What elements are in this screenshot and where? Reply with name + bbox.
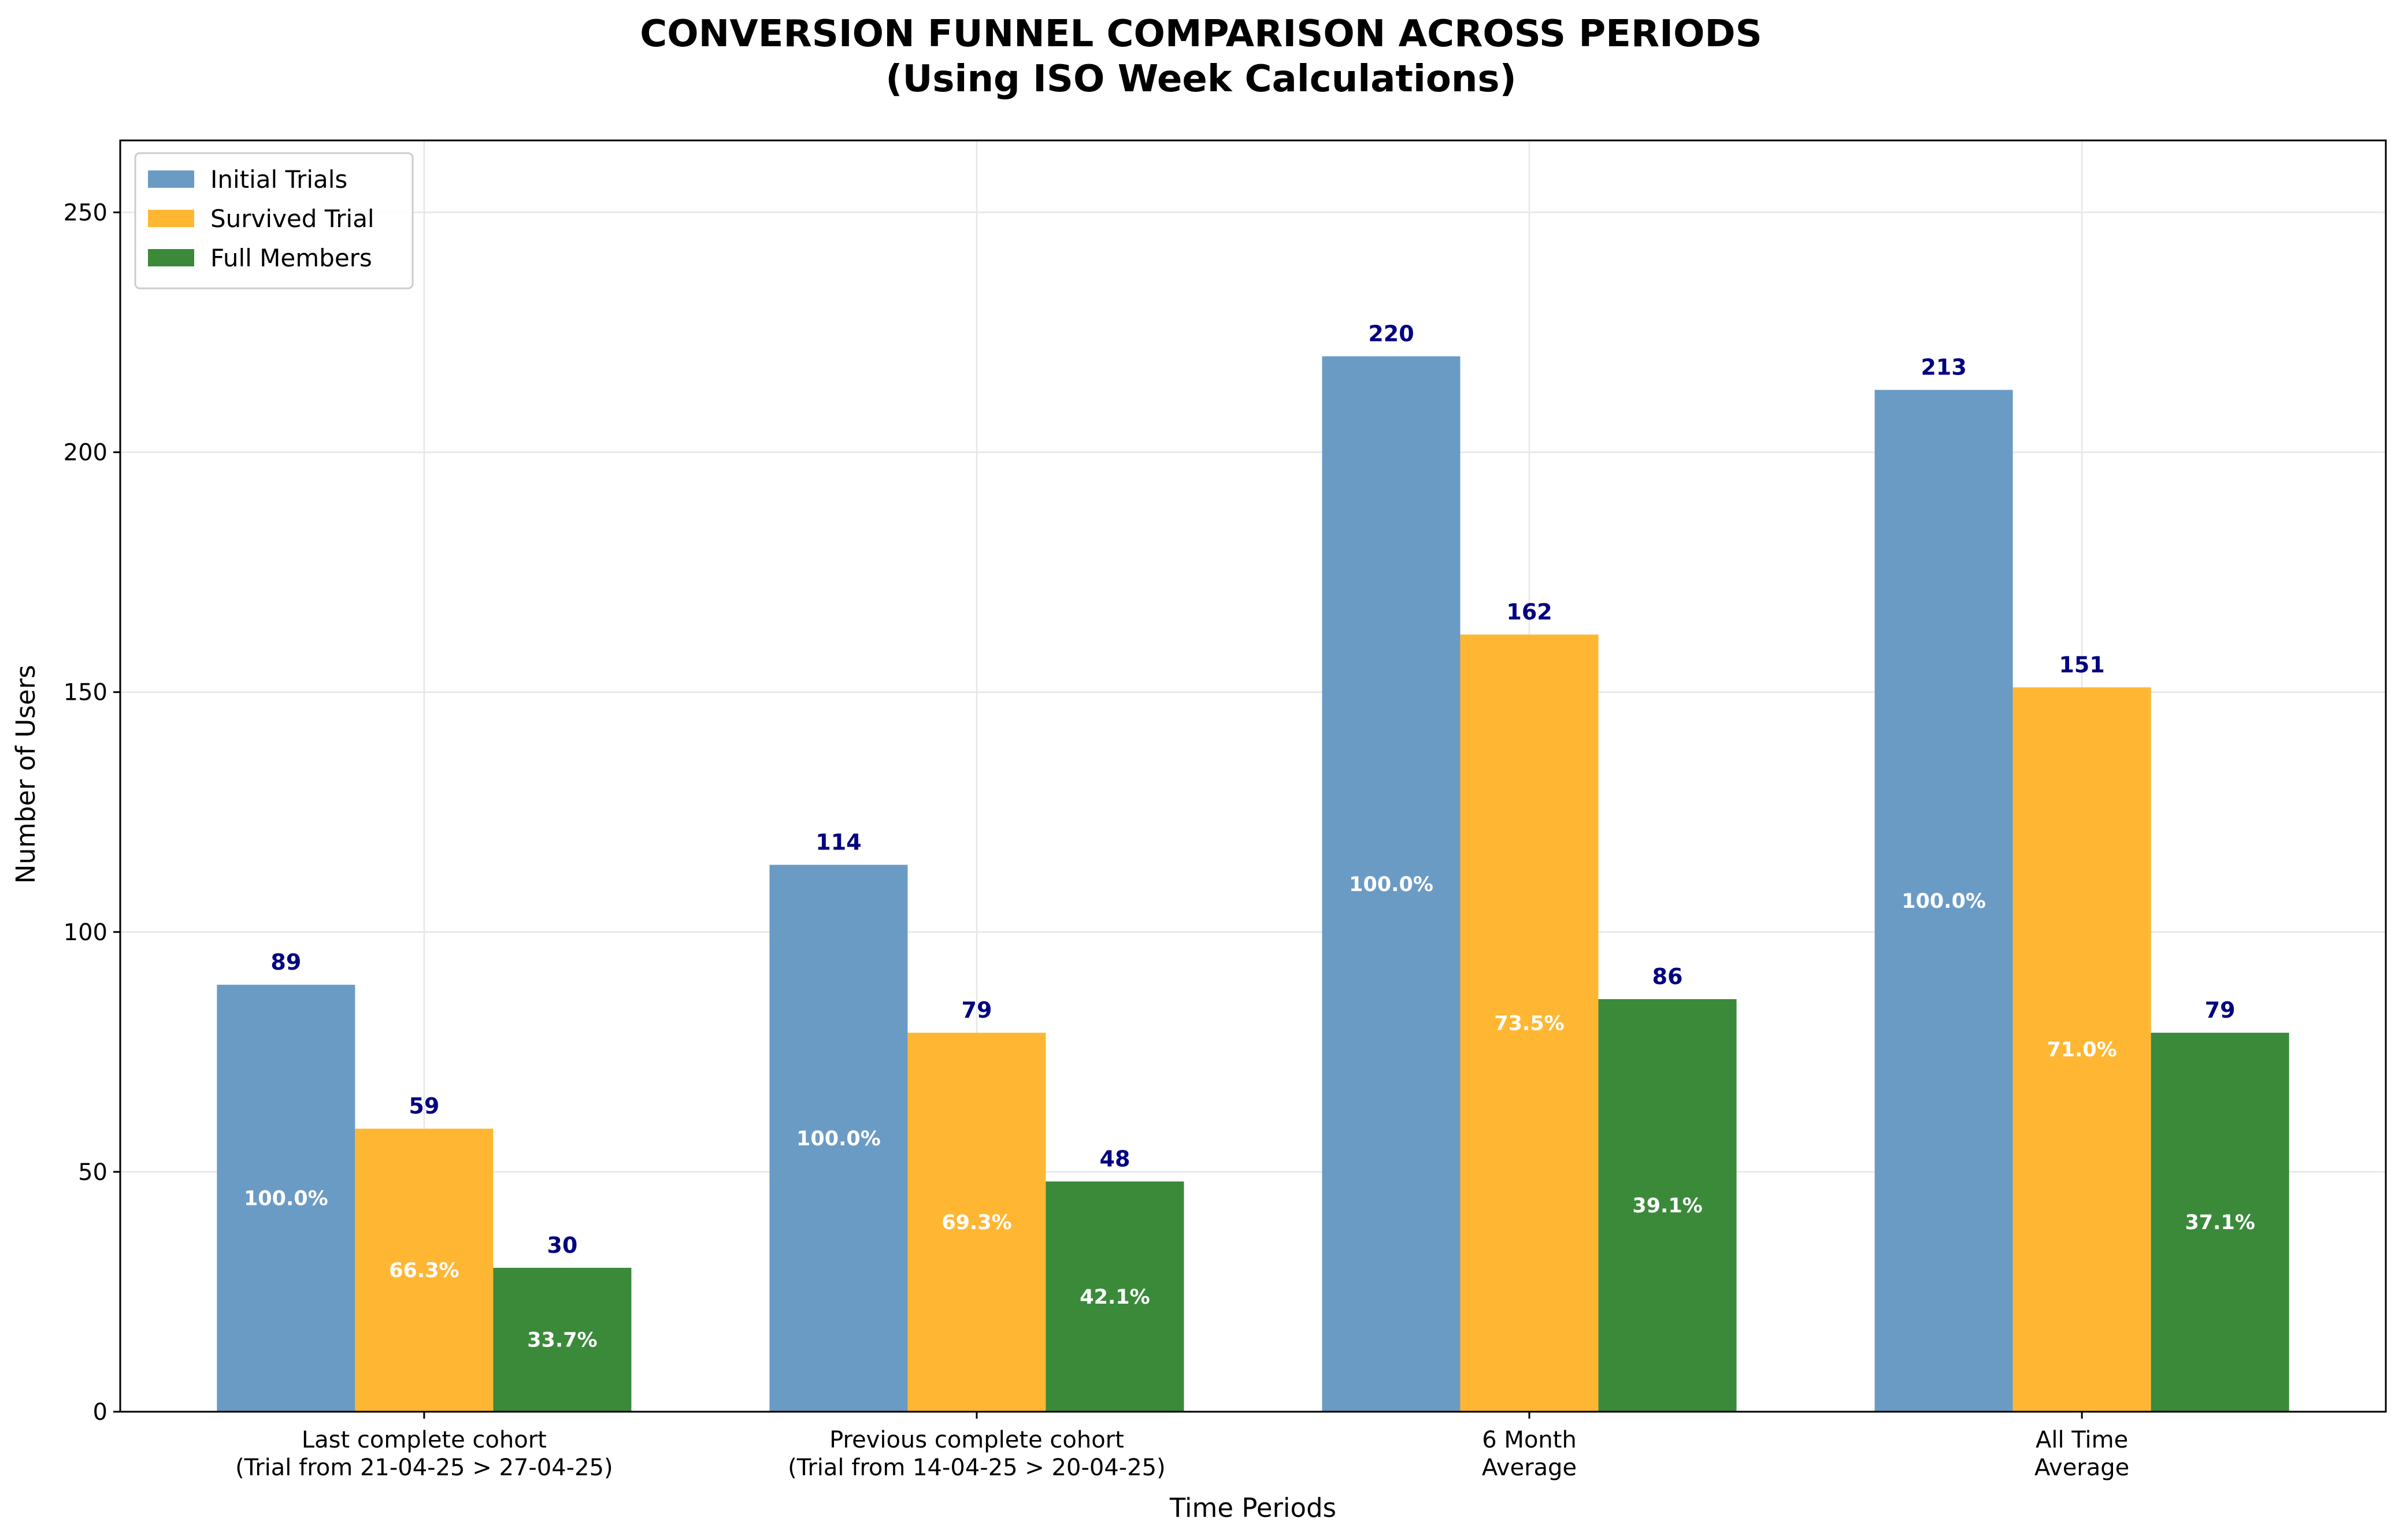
y-tick-label: 150 (64, 680, 108, 706)
legend-swatch (148, 170, 194, 188)
y-tick-label: 0 (93, 1399, 108, 1426)
x-tick-label: (Trial from 21-04-25 > 27-04-25) (235, 1454, 613, 1481)
bar-value-label: 79 (962, 997, 992, 1023)
chart-title-line2: (Using ISO Week Calculations) (885, 58, 1517, 101)
y-tick-label: 100 (64, 919, 108, 946)
legend-swatch (148, 210, 194, 227)
bars (217, 356, 2289, 1412)
bar-percent-label: 100.0% (1901, 890, 1986, 913)
y-tick-label: 250 (64, 200, 108, 227)
bar-percent-label: 100.0% (244, 1188, 328, 1211)
bar-value-label: 213 (1921, 355, 1966, 380)
bar (1874, 389, 2013, 1412)
x-tick-label: (Trial from 14-04-25 > 20-04-25) (788, 1454, 1166, 1481)
bar-value-label: 114 (816, 830, 861, 855)
y-tick-label: 200 (64, 440, 108, 466)
x-tick-label: All Time (2036, 1427, 2128, 1453)
bar (907, 1033, 1046, 1412)
bar-percent-label: 66.3% (389, 1259, 459, 1282)
bar (1598, 999, 1737, 1412)
y-axis-label: Number of Users (10, 665, 41, 884)
bar-value-label: 89 (270, 949, 301, 975)
x-tick-label: Average (2034, 1454, 2129, 1481)
plot-frame (119, 139, 2387, 1413)
bar-percent-label: 39.1% (1632, 1194, 1702, 1218)
chart-title-line1: CONVERSION FUNNEL COMPARISON ACROSS PERI… (640, 13, 1762, 55)
legend-label: Full Members (210, 244, 372, 272)
bar (1046, 1181, 1184, 1412)
bar-value-label: 162 (1506, 599, 1552, 625)
legend-label: Survived Trial (210, 205, 375, 233)
bar-percent-label: 73.5% (1494, 1012, 1564, 1036)
bar (2151, 1033, 2289, 1412)
bar-percent-label: 42.1% (1080, 1286, 1150, 1309)
bar (493, 1267, 632, 1412)
x-tick-label: Last complete cohort (302, 1427, 547, 1453)
bar-value-label: 86 (1652, 964, 1683, 989)
bar-percent-label: 71.0% (2047, 1038, 2116, 1062)
bar (1322, 356, 1461, 1412)
bar-value-label: 151 (2059, 652, 2104, 677)
x-axis-label: Time Periods (1169, 1493, 1336, 1523)
x-tick-label: 6 Month (1482, 1427, 1577, 1453)
bar (355, 1129, 494, 1412)
bar-percent-label: 100.0% (796, 1127, 881, 1151)
bar-value-label: 220 (1368, 321, 1414, 347)
bar-value-label: 59 (409, 1093, 439, 1119)
bar-percent-label: 69.3% (941, 1211, 1011, 1234)
legend: Initial Trials Survived Trial Full Members (134, 152, 414, 290)
bar-percent-label: 100.0% (1349, 873, 1433, 896)
legend-swatch (148, 249, 194, 266)
bar-value-label: 48 (1100, 1146, 1130, 1172)
bar (769, 864, 908, 1412)
bar-value-label: 30 (547, 1233, 577, 1258)
bar (1460, 634, 1599, 1412)
y-tick-label: 50 (78, 1159, 108, 1186)
bar-percent-label: 37.1% (2185, 1211, 2255, 1234)
bar-percent-label: 33.7% (527, 1329, 597, 1352)
legend-label: Initial Trials (210, 165, 347, 194)
x-tick-label: Previous complete cohort (829, 1427, 1124, 1453)
legend-box (134, 152, 414, 290)
x-tick-label: Average (1482, 1454, 1577, 1481)
bar-value-label: 79 (2205, 997, 2236, 1023)
bar (217, 985, 355, 1412)
bar (2012, 687, 2151, 1412)
bar-labels: 89 100.0% 114 100.0% 220 100.0% 213 100.0% 59 66.… (244, 321, 2255, 1352)
